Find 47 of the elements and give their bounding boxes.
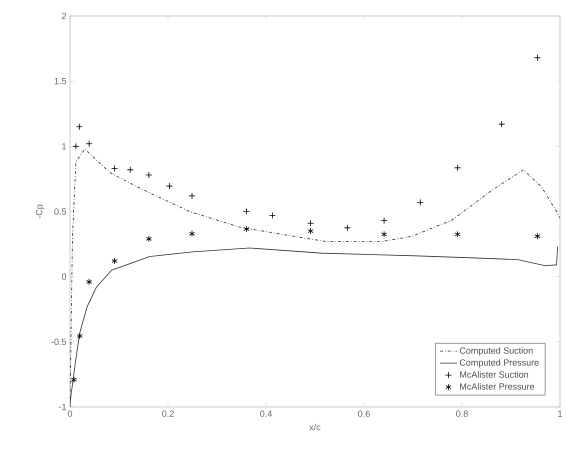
y-tick-label: 2 (62, 12, 66, 20)
point (86, 140, 92, 148)
y-tick-label: 1.5 (54, 78, 66, 84)
point (307, 220, 314, 227)
legend-label: McAlister Suction (460, 371, 528, 378)
y-tick-label: 0.5 (54, 208, 66, 215)
point (189, 230, 195, 238)
point (86, 278, 92, 286)
legend-label: Computed Suction (460, 347, 533, 356)
point (344, 224, 351, 232)
point (308, 228, 314, 234)
x-tick-label: 0 (68, 410, 72, 417)
point (72, 142, 80, 150)
point (76, 332, 83, 340)
y-tick-label: -1 (58, 404, 66, 410)
x-axis-title: x/c (309, 424, 320, 430)
point (268, 212, 276, 219)
x-tick-label: 0.8 (456, 410, 468, 417)
point (166, 182, 173, 190)
point (454, 230, 461, 238)
point (380, 217, 388, 224)
legend-label: McAlister Pressure (460, 383, 534, 390)
x-tick-label: 0.6 (358, 410, 370, 417)
point (111, 165, 118, 172)
point (146, 235, 152, 242)
y-tick-label: 1 (62, 143, 66, 150)
point (416, 198, 424, 206)
x-tick-label: 0.4 (260, 410, 272, 417)
point (498, 120, 506, 128)
point (76, 123, 83, 130)
point (243, 226, 250, 232)
point (534, 232, 540, 240)
point (243, 208, 250, 215)
x-tick-label: 0.2 (162, 410, 174, 417)
point (454, 164, 461, 172)
point (381, 230, 388, 238)
point (126, 166, 134, 174)
y-axis-title: -Cp (36, 204, 44, 218)
y-tick-label: 0 (62, 273, 66, 280)
x-tick-label: 1 (558, 410, 562, 417)
point (70, 376, 77, 384)
point (188, 192, 196, 200)
point (146, 172, 152, 178)
point (112, 258, 118, 264)
legend-label: Computed Pressure (460, 359, 539, 368)
point (534, 54, 541, 62)
y-tick-label: -0.5 (51, 338, 66, 346)
